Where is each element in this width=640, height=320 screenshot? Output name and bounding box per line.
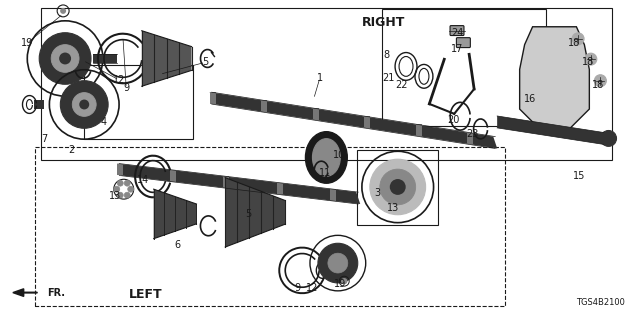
Circle shape: [595, 75, 606, 87]
Circle shape: [318, 243, 358, 283]
Polygon shape: [117, 164, 124, 175]
Text: 20: 20: [447, 115, 460, 125]
Circle shape: [124, 192, 130, 198]
Text: LEFT: LEFT: [129, 288, 163, 301]
Text: 23: 23: [467, 129, 479, 139]
FancyBboxPatch shape: [450, 26, 464, 36]
FancyBboxPatch shape: [456, 38, 470, 48]
Circle shape: [572, 33, 584, 45]
Text: 8: 8: [383, 50, 389, 60]
Text: 4: 4: [100, 117, 106, 127]
Text: 24: 24: [451, 28, 463, 38]
Text: 3: 3: [374, 188, 380, 198]
Polygon shape: [93, 53, 117, 63]
Polygon shape: [35, 100, 44, 109]
Polygon shape: [330, 189, 335, 201]
Polygon shape: [520, 27, 589, 129]
Polygon shape: [210, 92, 497, 148]
Text: TGS4B2100: TGS4B2100: [576, 298, 625, 307]
Circle shape: [328, 253, 348, 273]
Circle shape: [128, 186, 134, 192]
Circle shape: [60, 8, 66, 14]
Polygon shape: [467, 132, 474, 144]
Circle shape: [117, 192, 124, 198]
Polygon shape: [276, 183, 283, 195]
Text: 5: 5: [202, 57, 209, 67]
Circle shape: [79, 100, 89, 109]
Polygon shape: [364, 116, 371, 128]
Text: 6: 6: [175, 240, 181, 250]
Text: 13: 13: [387, 203, 399, 213]
Circle shape: [51, 44, 79, 72]
Circle shape: [585, 53, 596, 65]
Text: FR.: FR.: [47, 288, 65, 298]
Ellipse shape: [305, 132, 348, 183]
Polygon shape: [261, 100, 268, 112]
Circle shape: [390, 179, 406, 195]
Circle shape: [72, 92, 96, 116]
Text: 22: 22: [396, 79, 408, 90]
Circle shape: [600, 131, 616, 146]
Text: 16: 16: [524, 94, 536, 104]
Polygon shape: [13, 289, 24, 296]
Ellipse shape: [312, 139, 340, 176]
Text: 1: 1: [317, 73, 323, 83]
Text: 21: 21: [383, 73, 395, 83]
Text: 9: 9: [124, 83, 129, 93]
Text: 19: 19: [334, 279, 346, 289]
Text: 18: 18: [582, 57, 594, 67]
Circle shape: [59, 52, 71, 64]
Polygon shape: [497, 116, 604, 144]
Text: 15: 15: [573, 171, 585, 181]
Circle shape: [124, 180, 130, 186]
Text: 18: 18: [568, 38, 580, 48]
Text: 5: 5: [246, 209, 252, 219]
Text: 19: 19: [20, 38, 33, 48]
Circle shape: [39, 33, 91, 84]
Polygon shape: [170, 170, 177, 182]
Text: 11: 11: [319, 168, 332, 178]
Text: 17: 17: [451, 44, 463, 54]
Text: 9: 9: [294, 283, 301, 292]
Text: 7: 7: [41, 134, 47, 144]
Circle shape: [342, 279, 347, 284]
Text: 14: 14: [137, 175, 149, 185]
Polygon shape: [154, 189, 196, 239]
Polygon shape: [210, 92, 216, 104]
Text: RIGHT: RIGHT: [362, 15, 404, 28]
Circle shape: [60, 81, 108, 128]
Text: 13: 13: [109, 190, 121, 201]
Polygon shape: [416, 124, 422, 136]
Circle shape: [114, 186, 120, 192]
Circle shape: [380, 169, 415, 205]
Circle shape: [117, 180, 124, 186]
Text: 12: 12: [306, 283, 319, 292]
Text: 18: 18: [592, 79, 604, 90]
Polygon shape: [142, 31, 191, 86]
Text: 2: 2: [68, 146, 75, 156]
Circle shape: [370, 159, 426, 215]
Polygon shape: [313, 108, 319, 120]
Polygon shape: [223, 176, 230, 188]
Text: 12: 12: [113, 75, 125, 85]
Polygon shape: [117, 164, 360, 204]
Text: 10: 10: [333, 150, 345, 160]
Polygon shape: [225, 178, 285, 247]
